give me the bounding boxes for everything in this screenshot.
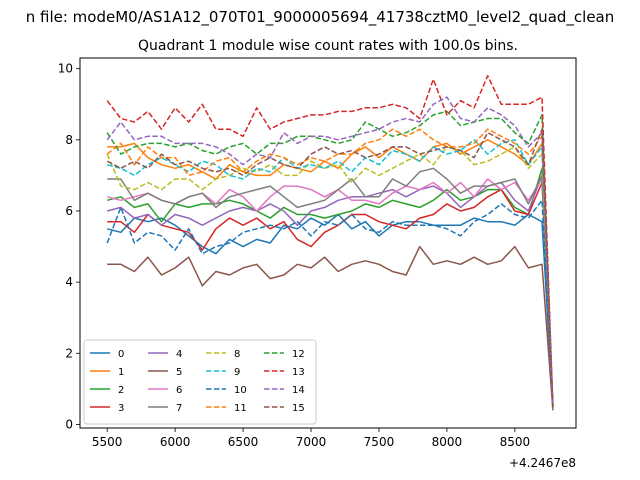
plot-area xyxy=(79,57,577,429)
x-tick-label: 7500 xyxy=(364,435,395,449)
legend-label-5: 5 xyxy=(176,367,182,378)
series-line-15 xyxy=(106,128,554,411)
x-tick-label: 8000 xyxy=(432,435,463,449)
series-line-2 xyxy=(107,167,554,407)
x-tick-label: 6000 xyxy=(160,435,191,449)
series-line-5 xyxy=(107,245,554,411)
legend-label-4: 4 xyxy=(176,349,182,360)
legend-label-13: 13 xyxy=(292,367,305,378)
legend-label-6: 6 xyxy=(176,385,182,396)
legend-label-1: 1 xyxy=(118,367,124,378)
y-tick-label: 6 xyxy=(65,204,73,218)
x-tick-label: 6500 xyxy=(228,435,259,449)
series-line-4 xyxy=(107,174,554,407)
chart-title: Quadrant 1 module wise count rates with … xyxy=(138,38,518,54)
series-line-9 xyxy=(107,139,554,407)
x-tick-label: 7000 xyxy=(296,435,327,449)
series-line-7 xyxy=(107,167,554,407)
series-line-8 xyxy=(106,146,554,407)
legend-label-7: 7 xyxy=(176,403,182,414)
y-tick-label: 4 xyxy=(65,275,73,289)
y-tick-label: 0 xyxy=(65,417,73,431)
legend-label-12: 12 xyxy=(292,349,305,360)
y-tick-label: 10 xyxy=(58,62,73,76)
chart-suptitle: n file: modeM0/AS1A12_070T01_9000005694_… xyxy=(26,8,615,27)
series-line-12 xyxy=(106,110,554,407)
series-line-3 xyxy=(107,181,554,407)
legend-label-11: 11 xyxy=(234,403,247,414)
y-tick-label: 2 xyxy=(65,346,73,360)
series-layer xyxy=(106,75,554,411)
legend-label-8: 8 xyxy=(234,349,240,360)
legend-label-14: 14 xyxy=(292,385,305,396)
legend-label-15: 15 xyxy=(292,403,305,414)
y-tick-label: 8 xyxy=(65,133,73,147)
series-line-14 xyxy=(106,96,554,411)
x-offset-label: +4.2467e8 xyxy=(509,456,576,470)
series-line-13 xyxy=(106,75,554,407)
legend-box xyxy=(83,339,317,425)
legend-label-9: 9 xyxy=(234,367,240,378)
series-line-11 xyxy=(106,128,554,407)
x-tick-label: 8500 xyxy=(500,435,531,449)
legend-label-2: 2 xyxy=(118,385,124,396)
legend-label-0: 0 xyxy=(118,349,124,360)
x-tick-label: 5500 xyxy=(92,435,123,449)
legend-label-10: 10 xyxy=(234,385,247,396)
legend-label-3: 3 xyxy=(118,403,124,414)
